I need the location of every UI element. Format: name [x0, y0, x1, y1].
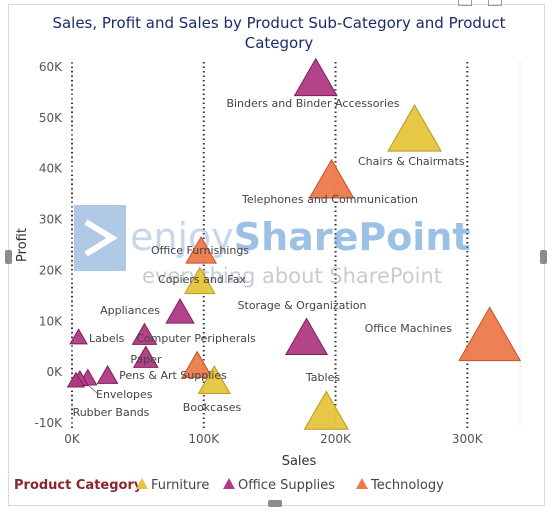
legend-entry[interactable]: Office Supplies — [238, 478, 335, 493]
watermark-brand: enjoySharePoint — [130, 215, 471, 259]
label-leader-line — [87, 384, 99, 395]
y-axis-label: Profit — [15, 228, 30, 262]
visual-header-icon[interactable] — [458, 0, 472, 6]
resize-handle-right[interactable] — [540, 250, 547, 264]
y-tick-label: 30K — [39, 213, 63, 227]
data-points — [66, 57, 522, 430]
y-tick-label: 10K — [39, 314, 63, 328]
x-tick-label: 0K — [64, 432, 81, 446]
resize-handle-bottom[interactable] — [268, 500, 282, 507]
legend-title: Product Category — [14, 478, 143, 493]
y-tick-label: 60K — [39, 60, 63, 74]
watermark-logo-icon — [74, 205, 126, 271]
data-point-triangle[interactable] — [131, 322, 158, 345]
data-point-triangle[interactable] — [284, 317, 329, 356]
data-point-triangle[interactable] — [181, 350, 213, 378]
point-label: Computer Peripherals — [136, 332, 256, 345]
point-label: Paper — [130, 353, 162, 366]
x-tick-label: 200K — [320, 432, 352, 446]
x-tick-label: 100K — [188, 432, 220, 446]
chart-title: Sales, Profit and Sales by Product Sub-C… — [52, 14, 505, 52]
point-label: Chairs & Chairmats — [358, 155, 465, 168]
focus-mode-icon[interactable] — [488, 0, 502, 6]
legend-marker-office-supplies — [223, 478, 235, 489]
legend-marker-technology — [356, 478, 368, 489]
point-label: Appliances — [100, 304, 160, 317]
data-point-triangle[interactable] — [387, 103, 442, 152]
x-tick-label: 300K — [452, 432, 484, 446]
data-point-triangle[interactable] — [308, 158, 355, 199]
point-label: Binders and Binder Accessories — [226, 97, 399, 110]
y-tick-label: -10K — [35, 416, 64, 430]
watermark-logo-mark — [84, 219, 118, 257]
point-label: Pens & Art Supplies — [119, 369, 227, 382]
point-label: Office Machines — [365, 322, 453, 335]
data-point-triangle[interactable] — [458, 306, 522, 362]
point-labels: Binders and Binder Accessories Chairs & C… — [73, 97, 465, 419]
data-point-triangle[interactable] — [293, 57, 338, 97]
y-tick-label: 40K — [39, 162, 63, 176]
legend-marker-furniture — [136, 478, 148, 489]
y-tick-label: 0K — [46, 365, 63, 379]
y-axis-ticks: -10K 0K 10K 20K 30K 40K 50K 60K — [35, 60, 64, 430]
point-label: Rubber Bands — [73, 406, 150, 419]
data-point-triangle[interactable] — [96, 365, 119, 384]
data-point-triangle[interactable] — [66, 371, 86, 388]
gridlines — [71, 62, 521, 428]
point-label: Labels — [89, 332, 125, 345]
x-axis-ticks: 0K 100K 200K 300K — [64, 432, 484, 446]
resize-handle-left[interactable] — [5, 250, 12, 264]
data-point-triangle[interactable] — [132, 345, 159, 368]
point-label: Office Furnishings — [151, 244, 249, 257]
data-point-triangle[interactable] — [197, 365, 231, 394]
chart-title-line-0: Sales, Profit and Sales by Product Sub-C… — [52, 14, 505, 32]
data-point-triangle[interactable] — [303, 390, 349, 430]
legend-entry[interactable]: Furniture — [151, 478, 209, 493]
point-label: Telephones and Communication — [241, 193, 418, 206]
data-point-triangle[interactable] — [165, 298, 195, 324]
point-label: Storage & Organization — [238, 299, 367, 312]
chart-title-line-1: Category — [245, 34, 314, 52]
x-axis-label: Sales — [282, 454, 317, 469]
data-point-triangle[interactable] — [185, 236, 218, 264]
watermark: enjoySharePoint everything about SharePo… — [74, 205, 471, 288]
data-point-triangle[interactable] — [69, 328, 88, 345]
point-label: Copiers and Fax — [158, 273, 246, 286]
y-tick-label: 50K — [39, 111, 63, 125]
legend-entry[interactable]: Technology — [370, 478, 444, 493]
y-tick-label: 20K — [39, 263, 63, 277]
point-label: Envelopes — [96, 388, 153, 401]
point-label: Tables — [305, 371, 340, 384]
legend: Product Category Furniture Office Supplie… — [14, 478, 444, 493]
data-point-triangle[interactable] — [184, 266, 216, 295]
point-label: Bookcases — [183, 401, 242, 414]
